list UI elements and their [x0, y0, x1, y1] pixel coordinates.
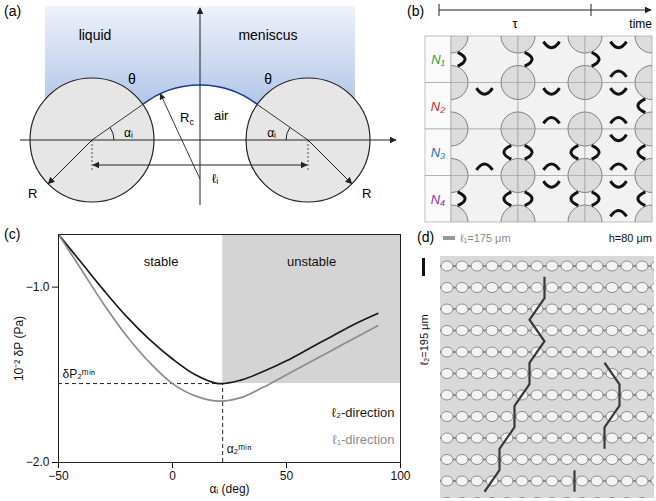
- svg-text:50: 50: [280, 469, 294, 483]
- svg-text:(a): (a): [4, 3, 21, 19]
- svg-text:N₄: N₄: [431, 192, 446, 207]
- svg-text:ℓ₁-direction: ℓ₁-direction: [332, 432, 394, 447]
- svg-text:−50: −50: [48, 469, 69, 483]
- svg-text:αᵢ: αᵢ: [267, 126, 276, 140]
- svg-text:N₁: N₁: [431, 52, 445, 67]
- svg-text:air: air: [214, 108, 229, 123]
- svg-text:N₂: N₂: [431, 99, 445, 114]
- svg-text:stable: stable: [144, 254, 179, 269]
- svg-text:liquid: liquid: [79, 27, 112, 43]
- svg-text:ℓ₂=195 μm: ℓ₂=195 μm: [418, 314, 430, 365]
- svg-text:α₂ᵐⁱⁿ: α₂ᵐⁱⁿ: [227, 442, 252, 456]
- svg-text:−2.0: −2.0: [26, 455, 50, 469]
- svg-text:Rc: Rc: [180, 110, 194, 127]
- svg-text:αᵢ: αᵢ: [124, 126, 133, 140]
- svg-text:100: 100: [390, 469, 410, 483]
- svg-text:τ: τ: [512, 16, 518, 31]
- svg-text:unstable: unstable: [287, 254, 336, 269]
- svg-text:θ: θ: [128, 71, 136, 87]
- svg-text:time: time: [629, 17, 652, 31]
- svg-text:0: 0: [169, 469, 176, 483]
- svg-text:R: R: [28, 186, 37, 201]
- svg-text:αᵢ (deg): αᵢ (deg): [209, 482, 249, 496]
- svg-text:meniscus: meniscus: [238, 27, 297, 43]
- svg-text:δP₂ᵐⁱⁿ: δP₂ᵐⁱⁿ: [63, 367, 96, 381]
- svg-text:10⁻² δP (Pa): 10⁻² δP (Pa): [12, 316, 26, 381]
- html-text:(c): (c): [4, 226, 21, 242]
- svg-text:−1.0: −1.0: [26, 280, 50, 294]
- svg-text:R: R: [362, 186, 371, 201]
- svg-text:ℓᵢ: ℓᵢ: [212, 171, 218, 186]
- svg-text:N₃: N₃: [431, 145, 446, 160]
- svg-text:ℓ₁=175 μm: ℓ₁=175 μm: [460, 232, 511, 244]
- svg-text:(b): (b): [407, 3, 424, 19]
- svg-text:(d): (d): [417, 229, 434, 245]
- svg-text:ℓ₂-direction: ℓ₂-direction: [332, 405, 395, 420]
- svg-text:h=80 μm: h=80 μm: [609, 232, 652, 244]
- svg-text:θ: θ: [264, 71, 272, 87]
